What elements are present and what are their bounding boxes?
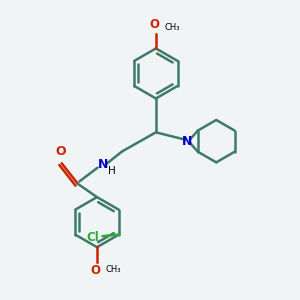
Text: O: O — [55, 145, 65, 158]
Text: H: H — [108, 167, 116, 176]
Text: O: O — [149, 18, 159, 31]
Text: CH₃: CH₃ — [105, 266, 121, 274]
Text: CH₃: CH₃ — [164, 23, 180, 32]
Text: Cl: Cl — [87, 231, 100, 244]
Text: N: N — [98, 158, 108, 171]
Text: O: O — [91, 264, 100, 277]
Text: N: N — [182, 135, 192, 148]
